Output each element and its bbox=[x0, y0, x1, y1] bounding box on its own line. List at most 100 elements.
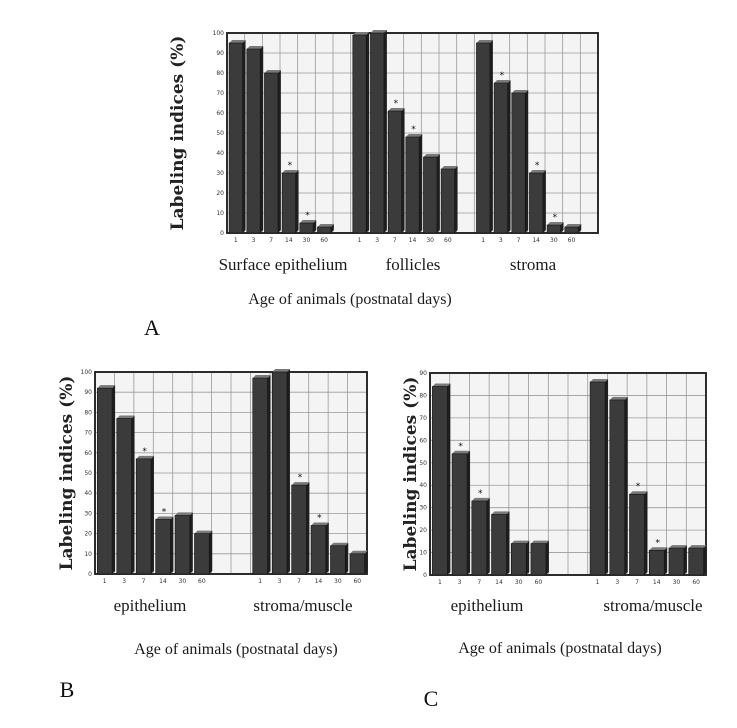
x-tick-label: 7 bbox=[142, 578, 146, 585]
y-tick-label: 60 bbox=[216, 110, 224, 117]
significance-star: * bbox=[317, 514, 322, 524]
bar-top bbox=[252, 375, 271, 379]
x-tick-label: 14 bbox=[495, 579, 503, 586]
bar-top bbox=[136, 455, 154, 459]
x-tick-label: 60 bbox=[692, 579, 700, 586]
bar-top bbox=[229, 40, 246, 43]
bar-stroma-3 bbox=[493, 82, 508, 234]
y-tick-label: 40 bbox=[84, 490, 92, 497]
bar-side bbox=[545, 540, 549, 575]
x-tick-label: 14 bbox=[409, 237, 417, 244]
bar-side bbox=[131, 415, 135, 574]
bar-top bbox=[175, 512, 193, 516]
x-tick-label: 7 bbox=[477, 579, 481, 586]
x-tick-label: 7 bbox=[269, 237, 273, 244]
bar-epithelium-3 bbox=[116, 418, 132, 575]
bar-top bbox=[668, 545, 687, 549]
y-axis-label: Labeling indices (%) bbox=[57, 376, 77, 571]
x-axis-label: Age of animals (postnatal days) bbox=[248, 291, 452, 308]
x-tick-label: 30 bbox=[673, 579, 681, 586]
bar-top bbox=[476, 40, 493, 43]
bar-side bbox=[703, 545, 707, 575]
x-tick-label: 1 bbox=[234, 237, 238, 244]
bar-stroma-muscle-60 bbox=[349, 553, 365, 575]
y-tick-label: 30 bbox=[84, 510, 92, 517]
bar-top bbox=[352, 32, 370, 35]
y-tick-label: 60 bbox=[84, 450, 92, 457]
y-tick-label: 30 bbox=[419, 505, 427, 512]
significance-star: * bbox=[411, 125, 416, 135]
y-tick-label: 20 bbox=[216, 190, 224, 197]
y-tick-label: 10 bbox=[84, 551, 92, 558]
significance-star: * bbox=[162, 507, 167, 517]
group-label: stroma/muscle bbox=[253, 596, 352, 615]
bar-surface-epithelium-30 bbox=[299, 222, 314, 234]
bar-stroma-muscle-30 bbox=[668, 547, 685, 576]
x-tick-label: 1 bbox=[596, 579, 600, 586]
bar-surface-epithelium-3 bbox=[246, 48, 261, 234]
bar-top bbox=[452, 450, 471, 454]
y-tick-label: 50 bbox=[216, 130, 224, 137]
bar-top bbox=[291, 482, 310, 486]
x-tick-label: 30 bbox=[426, 237, 434, 244]
bar-side bbox=[325, 522, 329, 574]
bar-top bbox=[194, 530, 213, 534]
x-tick-label: 14 bbox=[159, 578, 167, 585]
bar-top bbox=[564, 224, 582, 227]
y-tick-label: 70 bbox=[216, 90, 224, 97]
bar-top bbox=[529, 170, 546, 173]
bar-epithelium-1 bbox=[432, 386, 448, 576]
bar-side bbox=[286, 369, 290, 574]
bar-side bbox=[560, 222, 564, 233]
bar-top bbox=[370, 30, 387, 33]
bar-top bbox=[405, 134, 423, 137]
bar-top bbox=[330, 542, 349, 546]
significance-star: * bbox=[478, 489, 483, 499]
bar-side bbox=[447, 383, 451, 575]
bar-stroma-muscle-14 bbox=[648, 550, 665, 576]
chart-panel-a: 0 10 20 30 40 50 60 70 80 90 100 Labeling indices (… bbox=[144, 30, 599, 340]
bar-top bbox=[423, 154, 440, 157]
bar-epithelium-60 bbox=[530, 543, 547, 576]
bar-top bbox=[349, 550, 368, 554]
x-tick-label: 30 bbox=[515, 579, 523, 586]
bar-top bbox=[272, 369, 290, 372]
bar-top bbox=[547, 222, 564, 225]
plot-frame bbox=[429, 372, 707, 576]
y-tick-label: 90 bbox=[84, 389, 92, 396]
x-tick-label: 60 bbox=[535, 579, 543, 586]
x-tick-label: 60 bbox=[444, 237, 452, 244]
bar-top bbox=[494, 80, 511, 83]
x-tick-label: 1 bbox=[258, 578, 262, 585]
group-label: stroma/muscle bbox=[603, 596, 702, 615]
x-axis-label: Age of animals (postnatal days) bbox=[458, 640, 662, 657]
bar-side bbox=[489, 40, 493, 233]
bar-stroma-muscle-60 bbox=[688, 547, 704, 576]
bar-epithelium-30 bbox=[510, 543, 527, 576]
bar-top bbox=[688, 545, 707, 549]
x-tick-label: 60 bbox=[568, 237, 576, 244]
bar-side bbox=[366, 32, 370, 233]
bar-top bbox=[388, 108, 405, 111]
bar-side bbox=[150, 455, 154, 574]
y-tick-label: 40 bbox=[216, 150, 224, 157]
bar-side bbox=[401, 108, 405, 233]
y-tick-label: 90 bbox=[419, 370, 427, 377]
bar-epithelium-1 bbox=[97, 387, 113, 575]
bar-stroma-1 bbox=[476, 42, 491, 234]
y-tick-label: 10 bbox=[216, 210, 224, 217]
y-axis-label: Labeling indices (%) bbox=[401, 377, 421, 572]
bar-side bbox=[277, 70, 281, 233]
significance-star: * bbox=[298, 473, 303, 483]
bar-top bbox=[299, 220, 317, 223]
bar-stroma-30 bbox=[546, 224, 561, 234]
bar-top bbox=[629, 491, 648, 495]
bar-surface-epithelium-14 bbox=[281, 172, 296, 234]
bar-epithelium-7 bbox=[471, 500, 488, 576]
bar-side bbox=[506, 511, 510, 575]
x-tick-label: 3 bbox=[375, 237, 379, 244]
y-tick-label: 80 bbox=[216, 70, 224, 77]
x-tick-label: 60 bbox=[198, 578, 206, 585]
y-tick-label: 0 bbox=[220, 230, 224, 237]
